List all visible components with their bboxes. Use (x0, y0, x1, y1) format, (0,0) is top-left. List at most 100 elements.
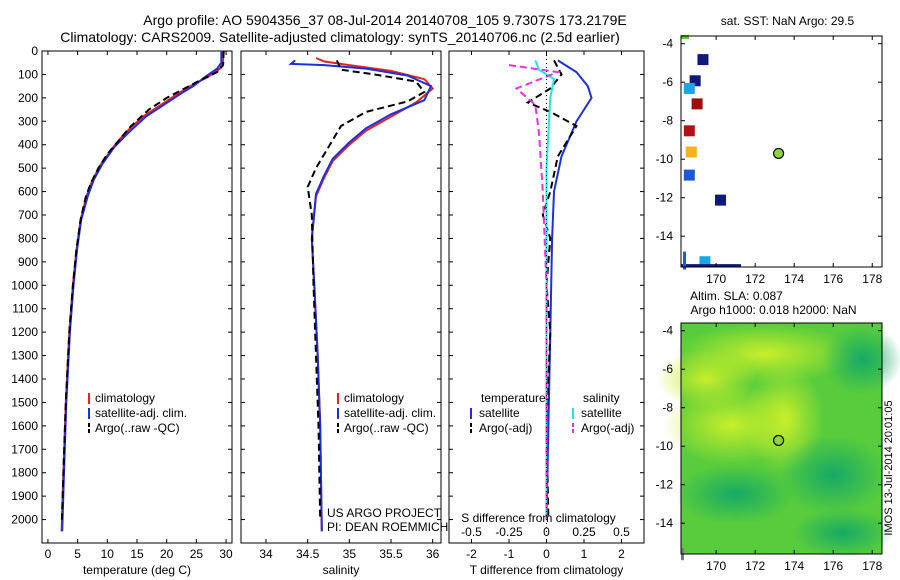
temperature-ytick-label: 1200 (11, 325, 38, 339)
temperature-xlabel: temperature (deg C) (83, 563, 191, 577)
temperature-legend-label: climatology (95, 391, 155, 405)
sst-map-observation-square (697, 54, 709, 66)
sla-map-ytick-label: -8 (662, 401, 673, 415)
temperature-ytick-label: 1500 (11, 395, 38, 409)
difference-stick-label: -0.25 (495, 525, 523, 539)
sst-map-xtick-label: 176 (823, 272, 843, 286)
difference-xtick-label: -2 (466, 547, 477, 561)
temperature-xtick-label: 25 (190, 547, 204, 561)
temperature-ytick-label: 1400 (11, 372, 38, 386)
sst-map-ytick-label: -8 (662, 114, 673, 128)
sst-map-ytick-label: -6 (662, 75, 673, 89)
sst-map-edge-strip (681, 264, 741, 268)
difference-xtick-label: 2 (618, 547, 625, 561)
panel-salinity: 34 34.5 35 35.5 36 salinity (240, 50, 442, 577)
difference-series-s-argo-adj- (508, 64, 562, 520)
salinity-xlabel: salinity (323, 563, 360, 577)
sst-map-observation-square (683, 169, 695, 181)
sla-map-anomaly-blob (675, 464, 796, 525)
difference-stick-label: 0 (543, 525, 550, 539)
sla-map-anomaly-blob (822, 324, 900, 395)
temperature-ytick-label: 1300 (11, 349, 38, 363)
temperature-ytick-label: 1600 (11, 419, 38, 433)
panel-temperature: 0 5 10 15 20 25 300100200300400500600700800900… (11, 44, 233, 577)
panel-sst_map: sat. SST: NaN Argo: 29.5 170 172 174 176 178 -… (656, 14, 883, 286)
sst-map-ytick-label: -14 (656, 229, 674, 243)
difference-legend-label: satellite (581, 406, 622, 420)
salinity-annotation-line: PI: DEAN ROEMMICH (327, 520, 448, 534)
sla-map-profile-marker (772, 434, 785, 447)
sst-map-observation-square (691, 98, 703, 110)
figure-title-line1: Argo profile: AO 5904356_37 08-Jul-2014 … (143, 12, 626, 28)
salinity-series-argo (306, 59, 426, 520)
difference-stick-label: 0.5 (613, 525, 630, 539)
sla-map-subtitle: Argo h1000: 0.018 h2000: NaN (690, 303, 856, 317)
sst-map-ytick-label: -12 (656, 191, 674, 205)
salinity-legend-label: Argo(..raw -QC) (344, 421, 429, 435)
salinity-xtick-label: 34.5 (296, 547, 320, 561)
temperature-series-argo (60, 50, 225, 520)
panel-difference: -2 -1 0 1 2 T difference from climatology -0.5… (448, 50, 645, 577)
temperature-axes-frame (41, 50, 233, 544)
difference-legend-label: Argo(-adj) (479, 421, 532, 435)
sst-map-xtick-label: 174 (784, 272, 804, 286)
temperature-xtick-label: 15 (130, 547, 144, 561)
difference-legend-label: Argo(-adj) (581, 421, 634, 435)
temperature-legend-label: satellite-adj. clim. (95, 406, 187, 420)
sla-map-title: Altim. SLA: 0.087 (690, 289, 783, 303)
sla-map-xtick-label: 170 (706, 559, 726, 573)
difference-series-t-satellite (545, 59, 593, 520)
sst-map-observation-square (683, 125, 695, 137)
salinity-xtick-label: 35 (343, 547, 357, 561)
sst-map-profile-marker (772, 147, 785, 160)
difference-xlabel: T difference from climatology (470, 563, 624, 577)
temperature-ytick-label: 900 (18, 255, 38, 269)
sla-map-anomaly-blob (778, 435, 889, 516)
salinity-legend-label: satellite-adj. clim. (344, 406, 436, 420)
sst-map-title: sat. SST: NaN Argo: 29.5 (721, 14, 855, 28)
temperature-ytick-label: 2000 (11, 513, 38, 527)
temperature-legend-label: Argo(..raw -QC) (95, 421, 180, 435)
sla-map-ytick-label: -4 (662, 324, 673, 338)
sst-map-frame (680, 35, 883, 268)
sla-map-xtick-label: 174 (784, 559, 804, 573)
temperature-ytick-label: 200 (18, 91, 38, 105)
sla-map-xtick-label: 172 (745, 559, 765, 573)
sst-map-observation-square (699, 256, 711, 268)
salinity-xtick-label: 35.5 (379, 547, 403, 561)
difference-legend-header-salinity: salinity (583, 391, 620, 405)
figure-title-line2: Climatology: CARS2009. Satellite-adjuste… (60, 29, 620, 45)
difference-stick-label: -0.5 (461, 525, 482, 539)
sst-map-edge-strip (683, 251, 686, 270)
sla-map-ytick-label: -14 (656, 516, 674, 530)
temperature-ytick-label: 300 (18, 114, 38, 128)
salinity-annotation-line: US ARGO PROJECT (327, 506, 442, 520)
difference-stick-label: 0.25 (572, 525, 596, 539)
temperature-ytick-label: 1700 (11, 442, 38, 456)
sst-map-xtick-label: 172 (745, 272, 765, 286)
sst-map-observation-square (715, 194, 727, 206)
temperature-ytick-label: 1100 (12, 302, 38, 316)
sst-map-observation-square (683, 82, 695, 94)
sla-map-xtick-label: 176 (823, 559, 843, 573)
salinity-legend-label: climatology (344, 391, 404, 405)
temperature-ytick-label: 800 (18, 231, 38, 245)
salinity-series-satellite (288, 59, 433, 532)
difference-series-t-argo-adj- (525, 59, 578, 520)
sst-map-xtick-label: 170 (706, 272, 726, 286)
difference-xtick-label: -1 (504, 547, 515, 561)
temperature-ytick-label: 700 (18, 208, 38, 222)
difference-legend-header-temperature: temperature (481, 391, 546, 405)
sla-map-frame (680, 322, 883, 555)
salinity-xtick-label: 36 (426, 547, 440, 561)
difference-xlabel-top: S difference from climatology (461, 511, 616, 525)
sst-map-observation-square (685, 146, 697, 158)
salinity-xtick-label: 34 (259, 547, 273, 561)
sla-map-ytick-label: -12 (656, 478, 674, 492)
temperature-ytick-label: 100 (18, 67, 38, 81)
difference-xtick-label: 1 (581, 547, 588, 561)
sst-map-edge-strip (681, 34, 689, 39)
temperature-xtick-label: 0 (45, 547, 52, 561)
